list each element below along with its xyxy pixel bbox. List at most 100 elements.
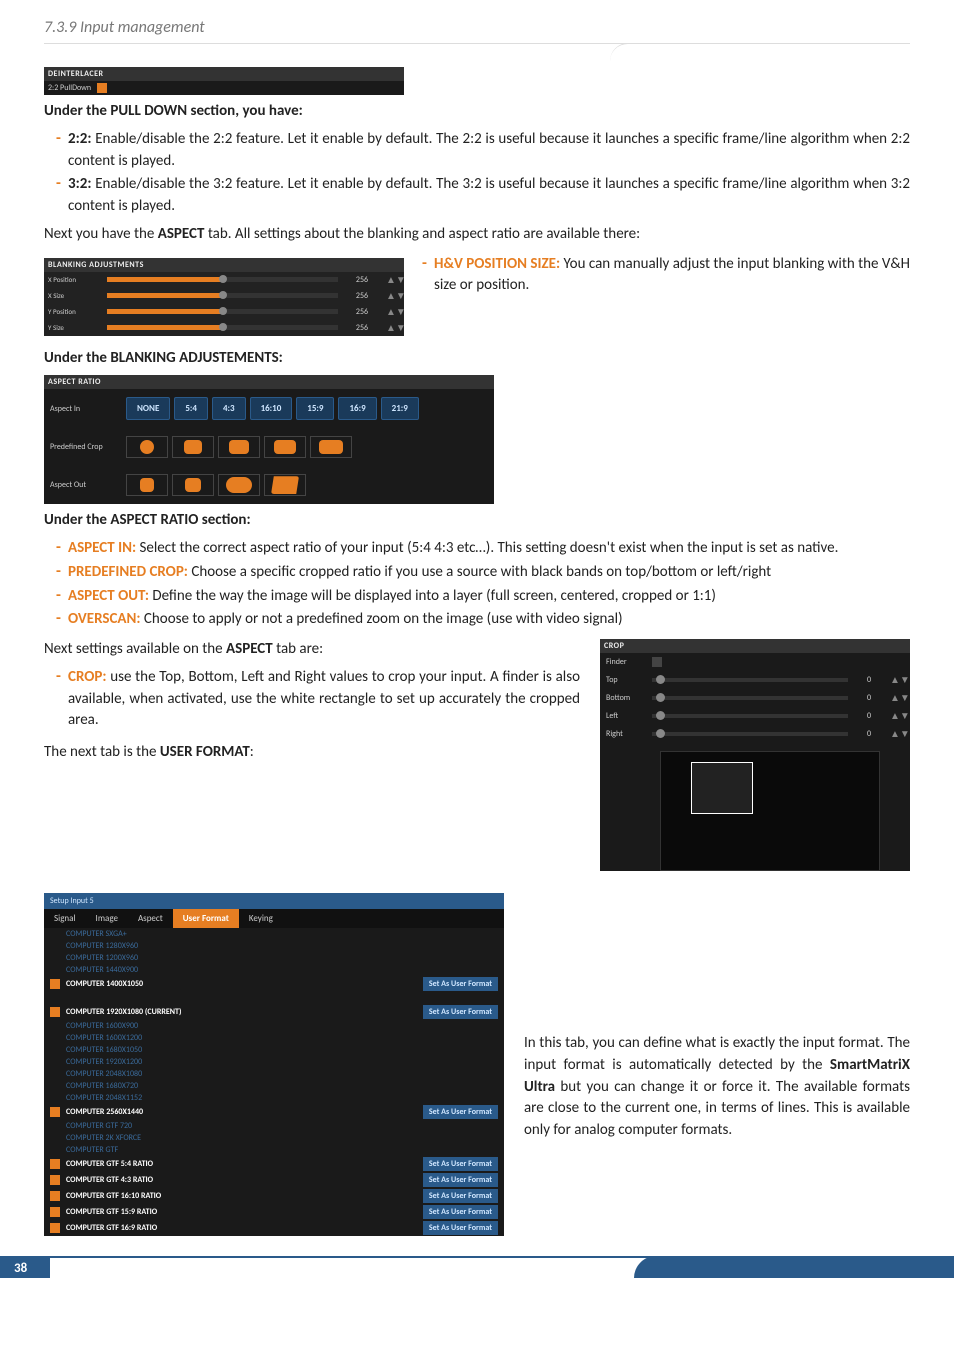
blanking-slider[interactable]: [107, 293, 338, 298]
crop-row-label: Top: [606, 675, 646, 685]
user-format-checkbox[interactable]: [50, 1133, 60, 1143]
aspect-ratio-panel: ASPECT RATIO Aspect In NONE5:44:316:1015…: [44, 375, 494, 504]
pulldown-item: 3:2: Enable/disable the 3:2 feature. Let…: [68, 174, 910, 218]
aspect-in-option[interactable]: 16:10: [250, 397, 293, 420]
blanking-value: 256: [342, 323, 382, 333]
crop-item: CROP: use the Top, Bottom, Left and Righ…: [68, 667, 580, 732]
user-format-name: COMPUTER SXGA+: [66, 929, 498, 939]
user-format-checkbox[interactable]: [50, 1033, 60, 1043]
user-format-checkbox[interactable]: [50, 1045, 60, 1055]
user-format-checkbox[interactable]: [50, 1145, 60, 1155]
set-as-user-format-button[interactable]: Set As User Format: [423, 1005, 498, 1019]
user-format-intro: The next tab is the USER FORMAT:: [44, 742, 580, 764]
user-format-checkbox[interactable]: [50, 953, 60, 963]
aspect-out-option[interactable]: [126, 474, 168, 496]
user-format-checkbox[interactable]: [50, 1191, 60, 1201]
aspect-ratio-header: ASPECT RATIO: [44, 375, 494, 389]
user-format-checkbox[interactable]: [50, 1223, 60, 1233]
user-format-checkbox[interactable]: [50, 941, 60, 951]
user-format-checkbox[interactable]: [50, 929, 60, 939]
blanking-slider[interactable]: [107, 309, 338, 314]
blanking-value: 256: [342, 307, 382, 317]
user-format-name: COMPUTER 2K XFORCE: [66, 1133, 498, 1143]
pulldown-22-checkbox[interactable]: [97, 83, 107, 93]
user-format-checkbox[interactable]: [50, 1093, 60, 1103]
predefined-crop-option[interactable]: [310, 436, 352, 458]
crop-slider[interactable]: [652, 678, 848, 682]
aspect-in-option[interactable]: NONE: [126, 397, 170, 420]
user-format-tab[interactable]: Signal: [44, 909, 86, 928]
set-as-user-format-button[interactable]: Set As User Format: [423, 977, 498, 991]
blanking-heading: Under the BLANKING ADJUSTEMENTS:: [44, 348, 910, 370]
user-format-checkbox[interactable]: [50, 1021, 60, 1031]
user-format-name: COMPUTER 1600X1200: [66, 1033, 498, 1043]
aspect-in-option[interactable]: 15:9: [296, 397, 334, 420]
crop-stepper[interactable]: ▲▼: [890, 713, 904, 719]
crop-slider[interactable]: [652, 696, 848, 700]
crop-stepper[interactable]: ▲▼: [890, 677, 904, 683]
aspect-in-option[interactable]: 16:9: [338, 397, 376, 420]
user-format-checkbox[interactable]: [50, 1159, 60, 1169]
crop-finder-toggle[interactable]: [652, 657, 662, 667]
blanking-header: BLANKING ADJUSTMENTS: [44, 258, 404, 272]
blanking-stepper[interactable]: ▲▼: [386, 325, 400, 331]
blanking-slider[interactable]: [107, 277, 338, 282]
user-format-checkbox[interactable]: [50, 1007, 60, 1017]
predefined-crop-label: Predefined Crop: [50, 442, 120, 452]
blanking-row-label: X Size: [48, 291, 103, 300]
aspect-in-label: Aspect In: [50, 404, 120, 414]
user-format-checkbox[interactable]: [50, 1207, 60, 1217]
user-format-checkbox[interactable]: [50, 1107, 60, 1117]
crop-slider[interactable]: [652, 732, 848, 736]
user-format-checkbox[interactable]: [50, 1081, 60, 1091]
blanking-value: 256: [342, 291, 382, 301]
predefined-crop-option[interactable]: [218, 436, 260, 458]
user-format-checkbox[interactable]: [50, 965, 60, 975]
user-format-checkbox[interactable]: [50, 1121, 60, 1131]
crop-slider[interactable]: [652, 714, 848, 718]
predefined-crop-option[interactable]: [172, 436, 214, 458]
user-format-tab[interactable]: User Format: [173, 909, 239, 928]
aspect-out-option[interactable]: [218, 474, 260, 496]
set-as-user-format-button[interactable]: Set As User Format: [423, 1205, 498, 1219]
user-format-checkbox[interactable]: [50, 979, 60, 989]
aspect-ratio-heading: Under the ASPECT RATIO section:: [44, 510, 910, 532]
crop-value: 0: [854, 711, 884, 721]
blanking-row-label: Y Position: [48, 307, 103, 316]
blanking-stepper[interactable]: ▲▼: [386, 277, 400, 283]
user-format-tab[interactable]: Image: [86, 909, 128, 928]
aspect-in-option[interactable]: 21:9: [381, 397, 419, 420]
user-format-tab[interactable]: Aspect: [128, 909, 173, 928]
user-format-name: COMPUTER 2048X1080: [66, 1069, 498, 1079]
set-as-user-format-button[interactable]: Set As User Format: [423, 1221, 498, 1235]
crop-header: CROP: [600, 639, 910, 653]
aspect-in-option[interactable]: 5:4: [174, 397, 208, 420]
blanking-stepper[interactable]: ▲▼: [386, 293, 400, 299]
aspect-out-label: Aspect Out: [50, 480, 120, 490]
pulldown-heading: Under the PULL DOWN section, you have:: [44, 101, 910, 123]
set-as-user-format-button[interactable]: Set As User Format: [423, 1157, 498, 1171]
user-format-name: COMPUTER 1680X1050: [66, 1045, 498, 1055]
set-as-user-format-button[interactable]: Set As User Format: [423, 1105, 498, 1119]
aspect-list-item: ASPECT OUT: Define the way the image wil…: [68, 586, 910, 608]
aspect-out-option[interactable]: [264, 474, 306, 496]
user-format-checkbox[interactable]: [50, 993, 60, 1003]
user-format-tab[interactable]: Keying: [239, 909, 283, 928]
set-as-user-format-button[interactable]: Set As User Format: [423, 1189, 498, 1203]
blanking-stepper[interactable]: ▲▼: [386, 309, 400, 315]
crop-stepper[interactable]: ▲▼: [890, 731, 904, 737]
crop-preview[interactable]: [660, 751, 880, 871]
aspect-in-option[interactable]: 4:3: [212, 397, 246, 420]
user-format-checkbox[interactable]: [50, 1057, 60, 1067]
user-format-checkbox[interactable]: [50, 1175, 60, 1185]
set-as-user-format-button[interactable]: Set As User Format: [423, 1173, 498, 1187]
predefined-crop-option[interactable]: [264, 436, 306, 458]
crop-stepper[interactable]: ▲▼: [890, 695, 904, 701]
user-format-checkbox[interactable]: [50, 1069, 60, 1079]
aspect-out-option[interactable]: [172, 474, 214, 496]
aspect-list-item: ASPECT IN: Select the correct aspect rat…: [68, 538, 910, 560]
blanking-panel: BLANKING ADJUSTMENTS X Position256▲▼X Si…: [44, 258, 404, 336]
blanking-slider[interactable]: [107, 325, 338, 330]
predefined-crop-option[interactable]: [126, 436, 168, 458]
user-format-name: COMPUTER GTF 16:9 RATIO: [66, 1223, 417, 1233]
